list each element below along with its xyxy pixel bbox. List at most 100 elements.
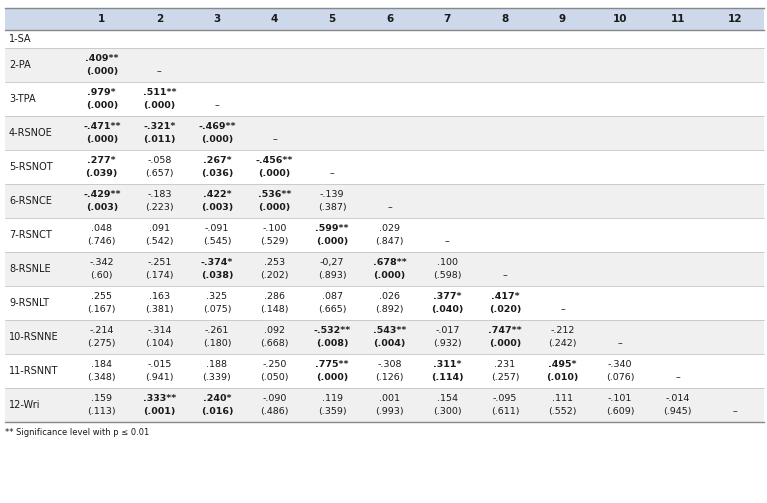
Text: 2: 2 bbox=[156, 14, 163, 24]
Text: (.008): (.008) bbox=[316, 340, 348, 348]
Text: .163: .163 bbox=[149, 292, 170, 301]
Text: (.223): (.223) bbox=[145, 203, 173, 212]
Text: –: – bbox=[157, 67, 162, 76]
Text: .231: .231 bbox=[494, 360, 515, 369]
Text: (.001): (.001) bbox=[143, 407, 176, 416]
Text: (.000): (.000) bbox=[86, 135, 118, 144]
Text: .277*: .277* bbox=[87, 156, 116, 165]
Text: .087: .087 bbox=[321, 292, 343, 301]
Text: -.456**: -.456** bbox=[256, 156, 293, 165]
Text: .048: .048 bbox=[91, 224, 112, 233]
Text: –: – bbox=[617, 340, 622, 348]
Text: 9: 9 bbox=[559, 14, 566, 24]
Text: -.183: -.183 bbox=[147, 190, 172, 199]
Text: (.665): (.665) bbox=[318, 305, 347, 314]
Text: 3: 3 bbox=[213, 14, 221, 24]
Text: (.275): (.275) bbox=[87, 340, 116, 348]
Text: –: – bbox=[272, 135, 277, 144]
Text: (.746): (.746) bbox=[87, 237, 116, 246]
Text: .267*: .267* bbox=[202, 156, 232, 165]
Text: .325: .325 bbox=[206, 292, 228, 301]
Text: (.993): (.993) bbox=[375, 407, 404, 416]
Text: (.359): (.359) bbox=[318, 407, 347, 416]
Text: (.000): (.000) bbox=[86, 101, 118, 110]
Text: -.214: -.214 bbox=[90, 326, 114, 335]
Text: 1-SA: 1-SA bbox=[9, 34, 31, 44]
Bar bbox=[5, 218, 764, 252]
Text: -.090: -.090 bbox=[262, 394, 287, 403]
Text: -.058: -.058 bbox=[147, 156, 172, 165]
Text: (.611): (.611) bbox=[491, 407, 519, 416]
Text: –: – bbox=[732, 407, 738, 416]
Text: (.529): (.529) bbox=[260, 237, 289, 246]
Text: (.598): (.598) bbox=[433, 271, 462, 280]
Bar bbox=[5, 30, 764, 48]
Text: (.075): (.075) bbox=[202, 305, 231, 314]
Text: -.251: -.251 bbox=[147, 258, 172, 267]
Text: .001: .001 bbox=[379, 394, 400, 403]
Text: (.542): (.542) bbox=[145, 237, 173, 246]
Bar bbox=[5, 320, 764, 354]
Text: -.017: -.017 bbox=[435, 326, 459, 335]
Text: .775**: .775** bbox=[315, 360, 349, 369]
Text: (.60): (.60) bbox=[91, 271, 113, 280]
Text: (.486): (.486) bbox=[260, 407, 289, 416]
Text: .184: .184 bbox=[91, 360, 112, 369]
Text: 8: 8 bbox=[502, 14, 509, 24]
Text: -.101: -.101 bbox=[608, 394, 632, 403]
Text: (.941): (.941) bbox=[145, 373, 173, 382]
Text: .188: .188 bbox=[206, 360, 228, 369]
Text: (.892): (.892) bbox=[376, 305, 404, 314]
Text: (.038): (.038) bbox=[201, 271, 233, 280]
Text: -.139: -.139 bbox=[320, 190, 344, 199]
Text: 2-PA: 2-PA bbox=[9, 60, 31, 70]
Text: (.000): (.000) bbox=[316, 373, 348, 382]
Text: 12: 12 bbox=[728, 14, 742, 24]
Text: (.050): (.050) bbox=[260, 373, 289, 382]
Text: (.000): (.000) bbox=[143, 101, 176, 110]
Text: .599**: .599** bbox=[315, 224, 349, 233]
Text: (.003): (.003) bbox=[86, 203, 118, 212]
Text: (.202): (.202) bbox=[260, 271, 289, 280]
Text: (.000): (.000) bbox=[258, 170, 291, 178]
Text: .511**: .511** bbox=[143, 88, 176, 97]
Text: -.374*: -.374* bbox=[201, 258, 233, 267]
Text: (.004): (.004) bbox=[374, 340, 406, 348]
Text: (.040): (.040) bbox=[431, 305, 463, 314]
Text: .091: .091 bbox=[149, 224, 170, 233]
Text: -.342: -.342 bbox=[90, 258, 114, 267]
Text: (.847): (.847) bbox=[376, 237, 404, 246]
Text: (.113): (.113) bbox=[87, 407, 116, 416]
Text: .495*: .495* bbox=[548, 360, 577, 369]
Text: 8-RSNLE: 8-RSNLE bbox=[9, 264, 51, 274]
Text: –: – bbox=[330, 170, 334, 178]
Bar bbox=[5, 388, 764, 422]
Text: (.932): (.932) bbox=[433, 340, 462, 348]
Text: (.020): (.020) bbox=[489, 305, 521, 314]
Text: .422*: .422* bbox=[202, 190, 232, 199]
Text: .536**: .536** bbox=[258, 190, 291, 199]
Text: (.174): (.174) bbox=[145, 271, 173, 280]
Text: (.011): (.011) bbox=[143, 135, 176, 144]
Text: -.095: -.095 bbox=[492, 394, 517, 403]
Text: (.609): (.609) bbox=[606, 407, 634, 416]
Text: (.036): (.036) bbox=[201, 170, 233, 178]
Text: (.300): (.300) bbox=[433, 407, 462, 416]
Bar bbox=[5, 286, 764, 320]
Text: (.339): (.339) bbox=[202, 373, 232, 382]
Text: (.668): (.668) bbox=[260, 340, 289, 348]
Text: .417*: .417* bbox=[491, 292, 519, 301]
Text: .311*: .311* bbox=[433, 360, 462, 369]
Text: (.000): (.000) bbox=[489, 340, 521, 348]
Text: -0,27: -0,27 bbox=[320, 258, 344, 267]
Text: .119: .119 bbox=[321, 394, 343, 403]
Text: (.657): (.657) bbox=[145, 170, 173, 178]
Text: 10: 10 bbox=[613, 14, 627, 24]
Text: 1: 1 bbox=[98, 14, 105, 24]
Text: (.545): (.545) bbox=[202, 237, 231, 246]
Bar bbox=[5, 48, 764, 82]
Text: 11: 11 bbox=[670, 14, 685, 24]
Bar bbox=[5, 150, 764, 184]
Text: –: – bbox=[502, 271, 507, 280]
Text: .255: .255 bbox=[91, 292, 112, 301]
